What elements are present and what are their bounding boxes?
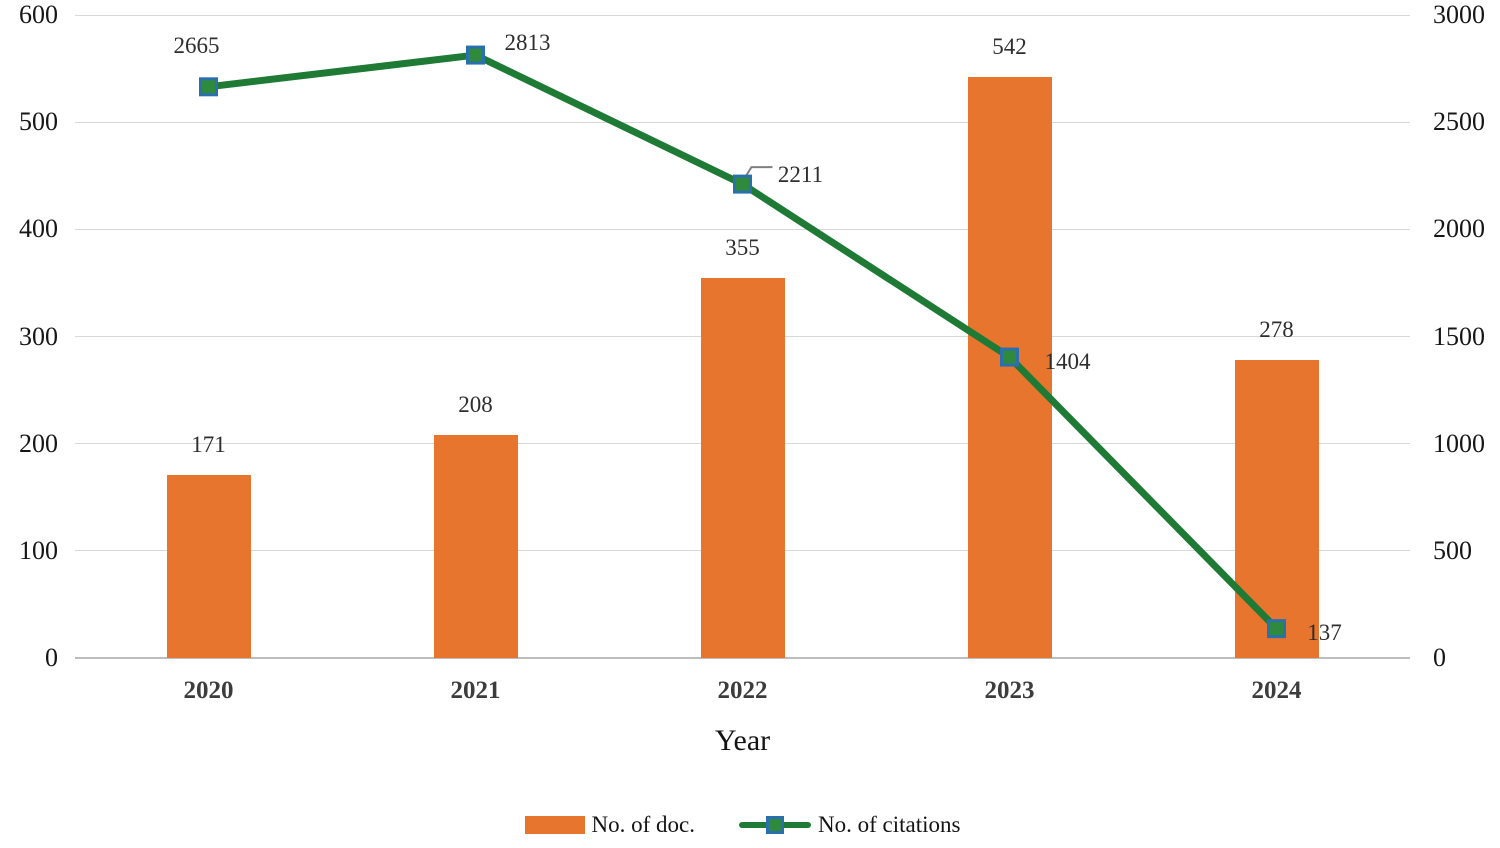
doc-bar-2021 (433, 435, 518, 658)
x-axis-tick-label: 2020 (183, 677, 234, 704)
legend-swatch-doc (524, 816, 585, 834)
legend-label-doc: No. of doc. (591, 812, 696, 837)
right-axis-tick-label: 1500 (1433, 321, 1485, 351)
right-axis-tick-label: 0 (1433, 643, 1446, 672)
bar-value-label: 278 (1259, 317, 1294, 343)
line-value-label: 1404 (1044, 349, 1091, 375)
bar-value-label: 355 (725, 234, 760, 260)
bar-value-label: 542 (992, 34, 1027, 60)
legend-item-doc: No. of doc. (524, 812, 696, 838)
gridline (75, 121, 1410, 123)
x-axis-tick-label: 2024 (1251, 677, 1302, 704)
right-axis-tick-label: 1000 (1433, 428, 1485, 458)
legend-item-citations: No. of citations (739, 812, 960, 838)
gridline (75, 14, 1410, 16)
line-value-label: 2665 (173, 32, 220, 58)
left-axis-tick-label: 600 (19, 0, 58, 29)
x-axis-tick-label: 2023 (984, 677, 1035, 704)
doc-bar-2022 (700, 277, 785, 658)
legend-label-citations: No. of citations (818, 812, 961, 837)
doc-bar-2024 (1234, 360, 1319, 658)
line-value-label: 137 (1307, 619, 1342, 645)
left-axis-tick-label: 200 (19, 428, 58, 458)
legend: No. of doc. No. of citations (0, 812, 1485, 838)
line-value-label: 2813 (504, 30, 551, 56)
right-axis-tick-label: 2000 (1433, 214, 1485, 244)
left-axis-tick-label: 500 (19, 107, 58, 137)
x-axis-title: Year (714, 724, 771, 757)
x-axis-line (75, 657, 1410, 659)
bar-value-label: 171 (191, 431, 226, 457)
right-axis-tick-label: 2500 (1433, 107, 1485, 137)
x-axis-tick-label: 2022 (717, 677, 768, 704)
legend-swatch-citations (739, 815, 812, 835)
left-axis-tick-label: 100 (19, 535, 58, 565)
left-axis-tick-label: 400 (19, 214, 58, 244)
right-axis-tick-label: 3000 (1433, 0, 1485, 29)
right-axis-tick-label: 500 (1433, 535, 1472, 565)
x-axis-tick-label: 2021 (450, 677, 501, 704)
left-axis-tick-label: 0 (45, 643, 58, 672)
line-marker-2020 (199, 77, 218, 97)
left-axis-tick-label: 300 (19, 321, 58, 351)
doc-bar-2020 (166, 474, 251, 658)
line-value-label: 2211 (777, 162, 824, 188)
bar-value-label: 208 (458, 392, 493, 418)
legend-marker-icon (766, 816, 785, 834)
gridline (75, 228, 1410, 230)
